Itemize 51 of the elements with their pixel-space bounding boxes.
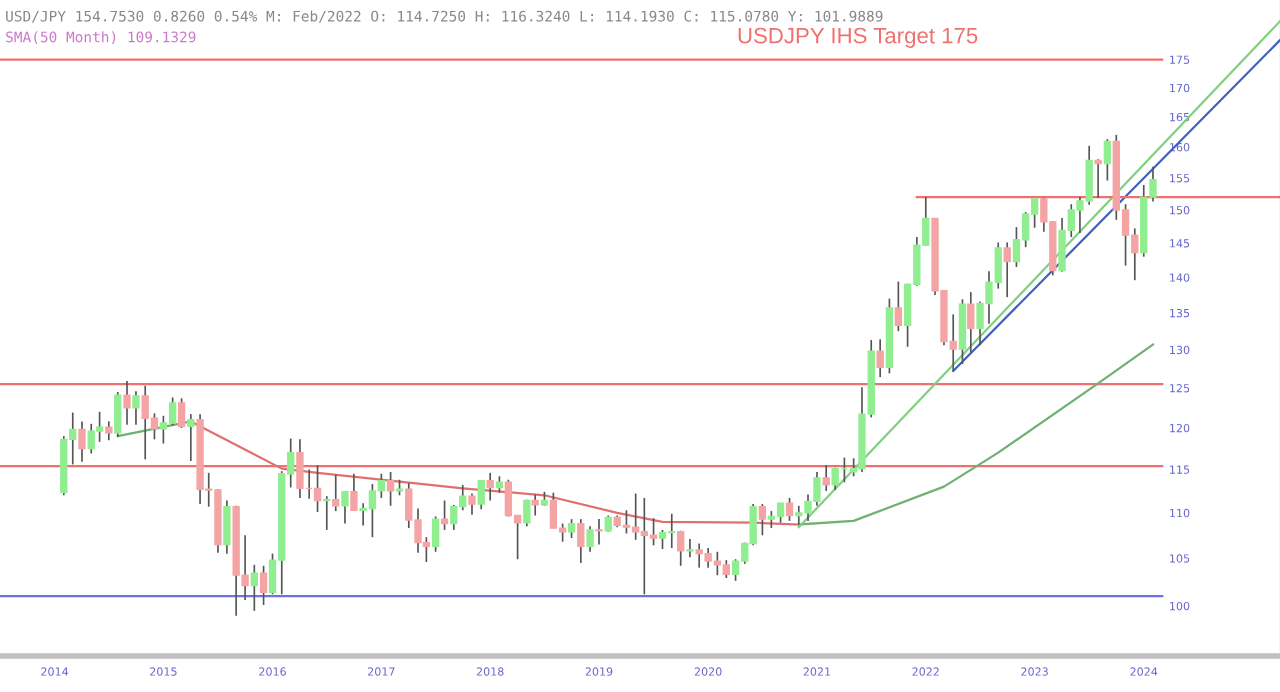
candlestick	[822, 464, 830, 492]
candlestick	[523, 498, 531, 528]
line-series	[189, 420, 800, 526]
candlestick	[549, 491, 558, 529]
candlestick	[876, 338, 884, 379]
candlestick	[677, 529, 685, 567]
candlestick	[168, 396, 177, 427]
candlestick	[78, 420, 86, 463]
candlestick	[622, 509, 631, 535]
candlestick	[567, 518, 576, 539]
candlestick	[431, 515, 440, 553]
candlestick	[577, 518, 585, 564]
candlestick	[531, 493, 539, 517]
candlestick	[296, 438, 304, 499]
candlestick	[105, 420, 113, 442]
candlestick	[440, 499, 449, 531]
candlestick	[1103, 138, 1112, 182]
candlestick	[758, 503, 767, 537]
ref-line-label: USDJPY IHS Target 175	[738, 27, 978, 48]
candlestick	[1094, 158, 1102, 199]
candlestick	[785, 497, 794, 522]
candlestick	[958, 298, 967, 365]
candlestick	[649, 517, 658, 547]
candlestick	[386, 471, 395, 507]
candlestick	[95, 410, 104, 443]
candlestick	[341, 490, 349, 525]
candlestick	[177, 397, 186, 429]
candlestick	[486, 472, 494, 502]
candlestick	[776, 502, 785, 524]
candlestick	[114, 391, 122, 438]
candlestick	[967, 291, 975, 354]
candlestick	[132, 390, 140, 426]
candlestick	[504, 478, 513, 518]
candlestick	[468, 492, 476, 516]
candlestick	[350, 472, 358, 512]
candlestick	[223, 499, 231, 555]
candlestick	[595, 518, 603, 546]
candlestick	[1003, 241, 1011, 298]
candlestick	[123, 380, 131, 426]
candlestick	[658, 529, 667, 550]
candlestick	[686, 538, 694, 559]
candlestick	[313, 464, 322, 513]
candlestick	[250, 563, 259, 612]
candlestick	[187, 413, 195, 462]
candlestick	[323, 495, 331, 531]
candlestick	[87, 423, 95, 455]
candlestick	[477, 479, 485, 511]
candlestick	[259, 564, 268, 606]
candlestick	[586, 525, 594, 553]
candlestick	[332, 473, 340, 512]
candlestick	[894, 280, 903, 332]
